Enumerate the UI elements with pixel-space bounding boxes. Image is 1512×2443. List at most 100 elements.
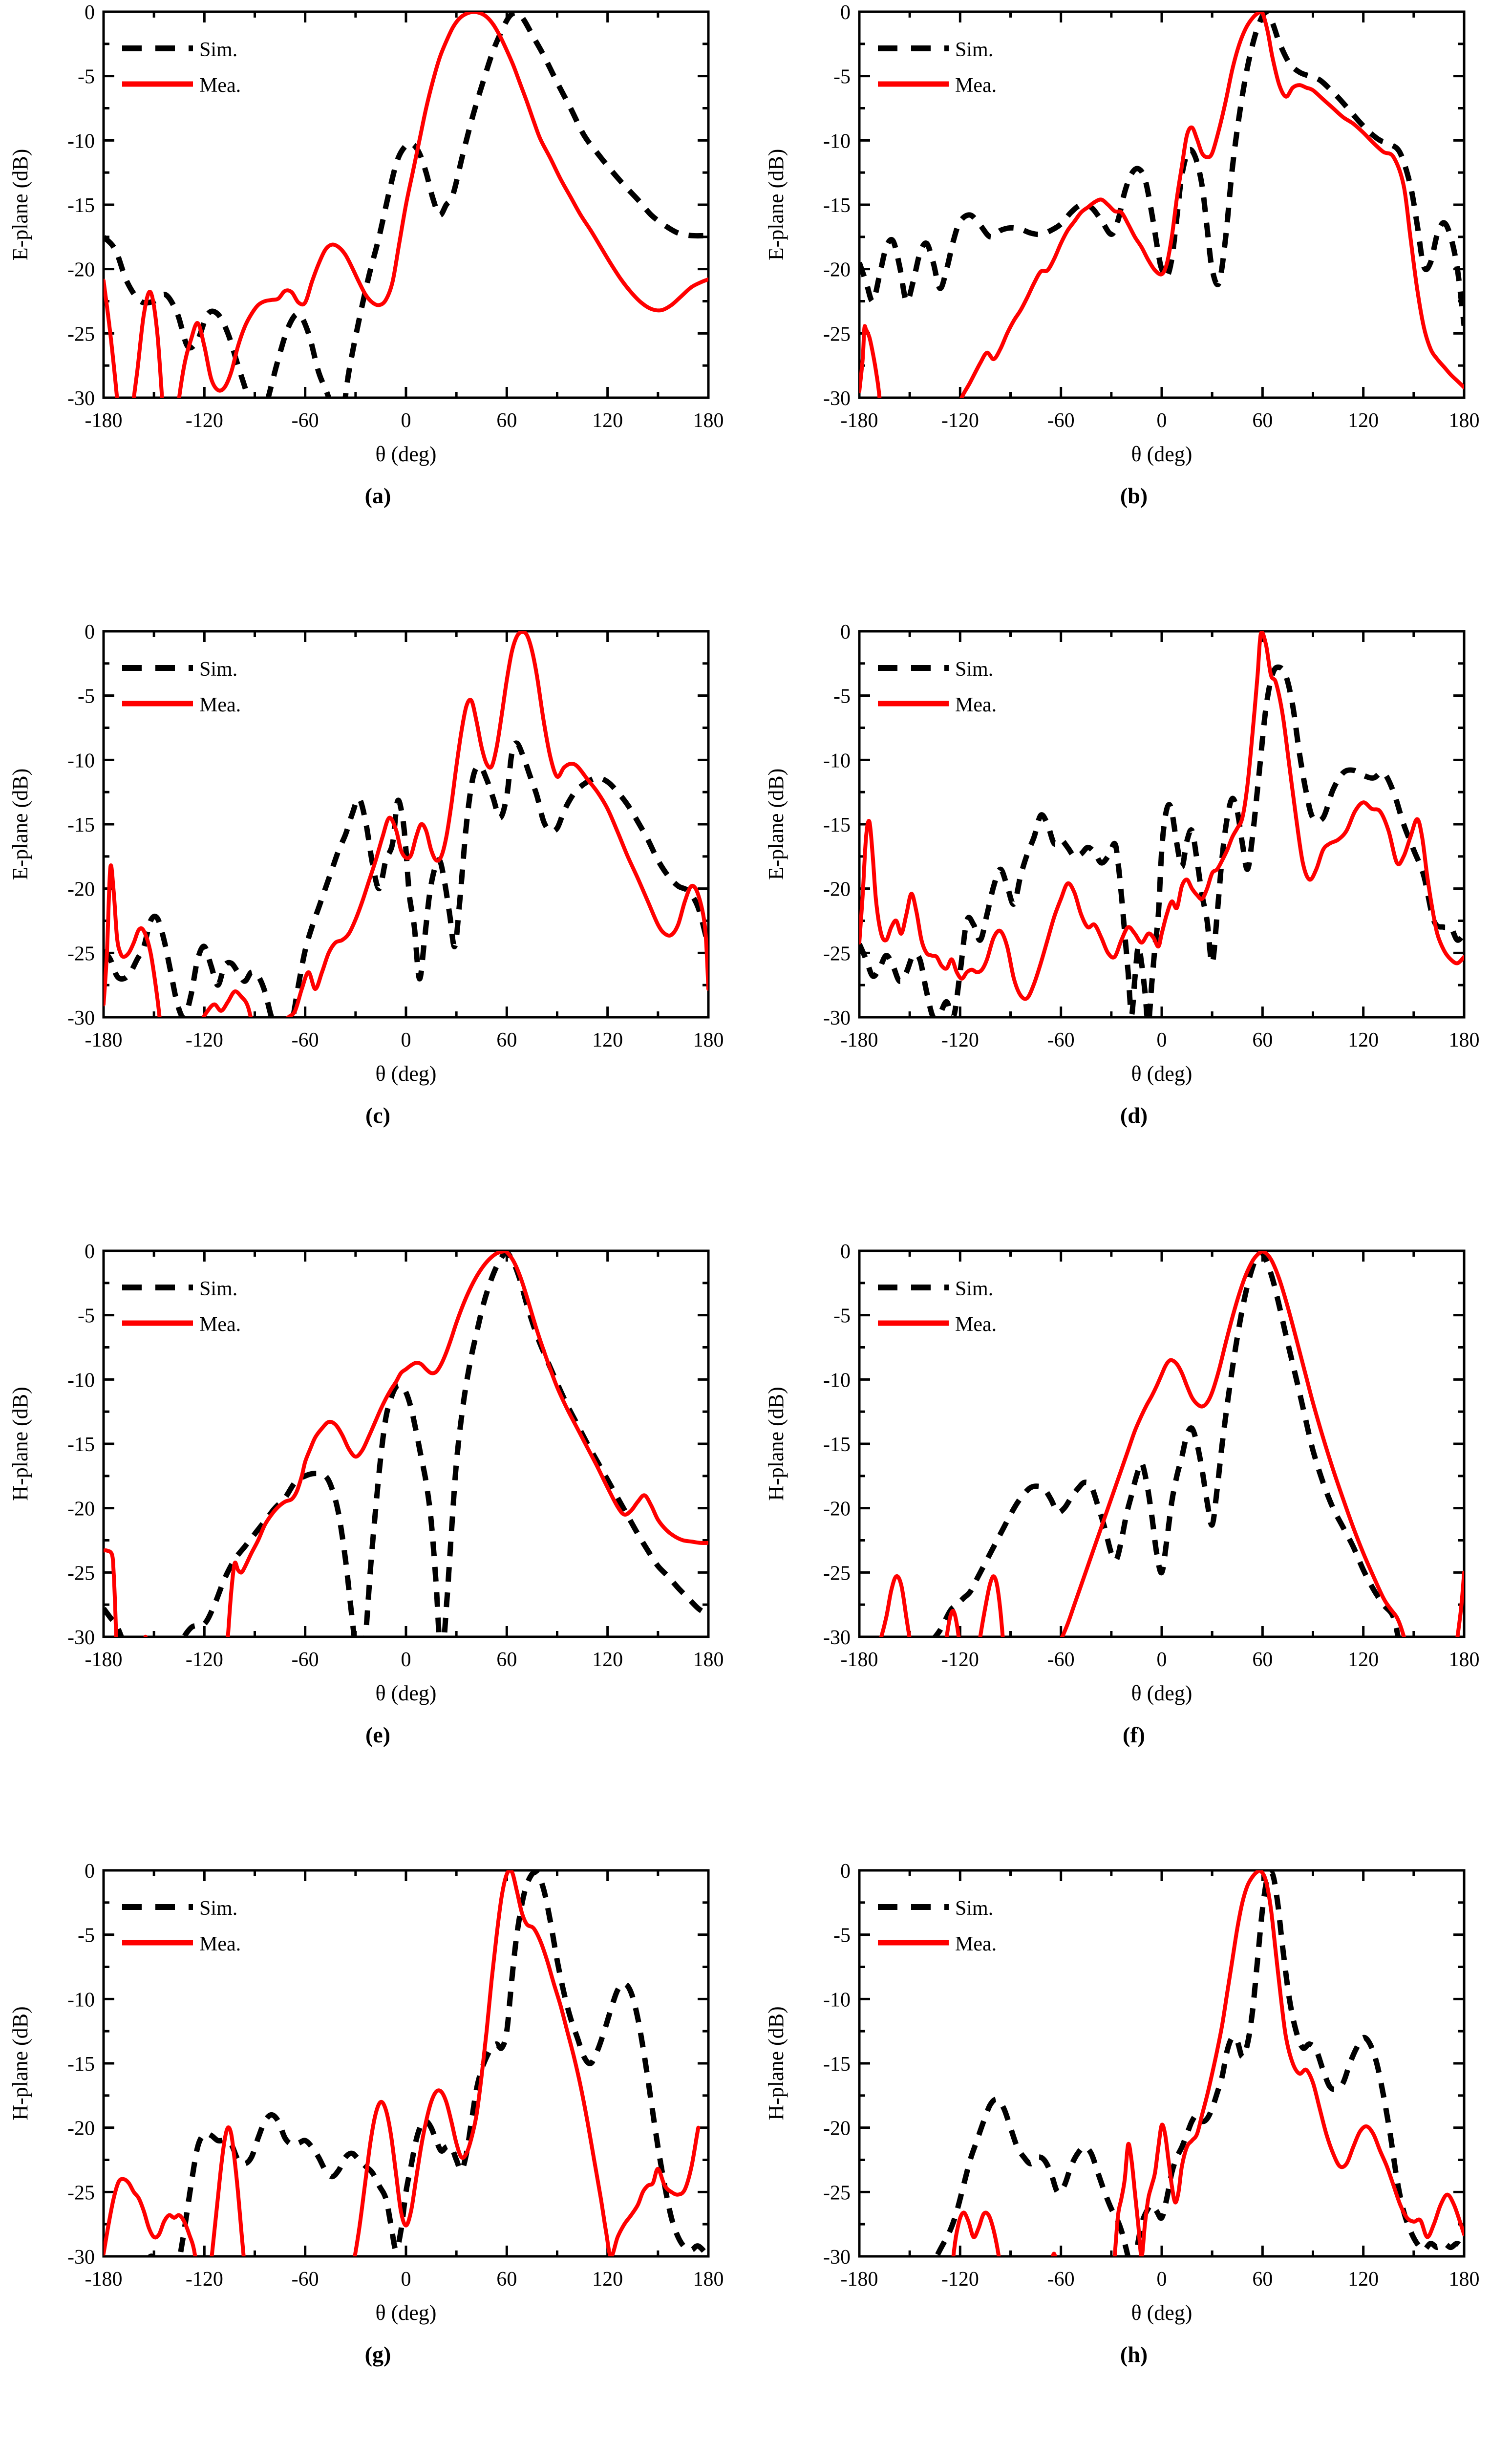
x-tick-label: -180 <box>85 1649 123 1671</box>
x-tick-label: 60 <box>496 2268 517 2291</box>
y-tick-label: -10 <box>823 750 851 772</box>
panel-body-a: -30 -25 -20 -15 -10 -5 0 -180 -120 -60 0 60 120 180 E-… <box>0 0 756 620</box>
legend: Sim. Mea. <box>122 1278 241 1336</box>
plot-frame <box>858 10 1466 399</box>
series-group <box>104 12 708 398</box>
panel-body-d: -30 -25 -20 -15 -10 -5 0 -180 -120 -60 0 60 120 180 E-… <box>756 620 1512 1239</box>
series-sim <box>859 12 1464 326</box>
series-group <box>859 631 1464 1017</box>
panel-caption-h: (h) <box>1120 2342 1148 2367</box>
legend-label-sim: Sim. <box>199 1897 237 1920</box>
legend-label-sim: Sim. <box>199 1278 237 1300</box>
y-tick-label: -5 <box>78 686 95 708</box>
x-axis-title: θ (deg) <box>376 442 437 466</box>
series-sim <box>104 12 708 398</box>
series-sim <box>147 1870 708 2256</box>
y-tick-label: -15 <box>823 2053 851 2076</box>
legend: Sim. Mea. <box>878 658 997 716</box>
plot-g: -30 -25 -20 -15 -10 -5 0 -180 -120 -60 0 60 120 180 H-… <box>8 1860 724 2325</box>
panel-e: -30 -25 -20 -15 -10 -5 0 -180 -120 -60 0 60 120 180 H-… <box>0 1239 756 1859</box>
x-tick-label: -60 <box>292 1029 319 1051</box>
plot-d: -30 -25 -20 -15 -10 -5 0 -180 -120 -60 0 60 120 180 E-… <box>764 621 1480 1086</box>
x-tick-label: -180 <box>841 1029 878 1051</box>
y-tick-label: 0 <box>85 1860 95 1883</box>
x-tick-label: 180 <box>693 1029 724 1051</box>
y-axis-title: E-plane (dB) <box>764 769 788 880</box>
y-tick-label: -25 <box>67 323 95 345</box>
y-tick-label: 0 <box>840 1241 851 1263</box>
series-mea <box>879 1251 1464 1637</box>
legend-label-sim: Sim. <box>199 658 237 681</box>
legend-label-sim: Sim. <box>955 658 993 681</box>
x-tick-label: 180 <box>1449 1029 1480 1051</box>
legend-label-mea: Mea. <box>955 1313 997 1336</box>
legend-label-sim: Sim. <box>955 1278 993 1300</box>
legend-label-mea: Mea. <box>955 694 997 716</box>
x-tick-label: 120 <box>1348 1649 1379 1671</box>
x-tick-label: -180 <box>841 409 878 432</box>
legend-label-mea: Mea. <box>955 1933 997 1955</box>
y-axis-title: E-plane (dB) <box>8 769 32 880</box>
x-tick-label: 180 <box>693 2268 724 2291</box>
x-tick-label: 120 <box>592 1029 623 1051</box>
plot-frame <box>858 1869 1466 2258</box>
series-group <box>934 1870 1464 2256</box>
panel-f: -30 -25 -20 -15 -10 -5 0 -180 -120 -60 0 60 120 180 H-… <box>756 1239 1512 1859</box>
y-tick-label: -30 <box>823 1007 851 1029</box>
panel-body-f: -30 -25 -20 -15 -10 -5 0 -180 -120 -60 0 60 120 180 H-… <box>756 1239 1512 1859</box>
legend-label-mea: Mea. <box>955 74 997 97</box>
x-axis-title: θ (deg) <box>376 1062 437 1086</box>
y-tick-label: -25 <box>823 943 851 965</box>
y-tick-label: -25 <box>67 1562 95 1585</box>
y-tick-label: 0 <box>840 1860 851 1883</box>
x-tick-label: -120 <box>186 1649 223 1671</box>
y-tick-label: -30 <box>823 2246 851 2269</box>
x-tick-label: 180 <box>693 409 724 432</box>
y-tick-label: -15 <box>67 194 95 217</box>
plot-a: -30 -25 -20 -15 -10 -5 0 -180 -120 -60 0 60 120 180 E-… <box>8 1 724 466</box>
x-tick-label: 120 <box>592 1649 623 1671</box>
x-tick-label: 60 <box>496 1029 517 1051</box>
series-mea <box>104 631 708 1017</box>
legend: Sim. Mea. <box>122 39 241 97</box>
panel-body-e: -30 -25 -20 -15 -10 -5 0 -180 -120 -60 0 60 120 180 H-… <box>0 1239 756 1859</box>
y-tick-label: -15 <box>67 2053 95 2076</box>
y-tick-label: -15 <box>823 194 851 217</box>
y-tick-label: -10 <box>67 1989 95 2011</box>
x-tick-label: 120 <box>592 2268 623 2291</box>
x-tick-label: 60 <box>1252 1029 1273 1051</box>
legend-label-sim: Sim. <box>955 1897 993 1920</box>
x-tick-label: 120 <box>1348 2268 1379 2291</box>
x-tick-label: -60 <box>1047 409 1075 432</box>
plot-frame <box>102 1869 710 2258</box>
plot-b: -30 -25 -20 -15 -10 -5 0 -180 -120 -60 0 60 120 180 E-… <box>764 1 1480 466</box>
x-tick-label: 0 <box>401 2268 411 2291</box>
y-tick-label: -10 <box>67 130 95 152</box>
legend: Sim. Mea. <box>878 1278 997 1336</box>
x-tick-label: -60 <box>1047 2268 1075 2291</box>
y-tick-label: 0 <box>85 621 95 643</box>
series-sim <box>932 1251 1401 1637</box>
y-tick-label: -25 <box>823 1562 851 1585</box>
y-tick-label: -30 <box>823 387 851 410</box>
panel-caption-e: (e) <box>365 1722 391 1747</box>
panel-c: -30 -25 -20 -15 -10 -5 0 -180 -120 -60 0 60 120 180 E-… <box>0 620 756 1239</box>
panel-d: -30 -25 -20 -15 -10 -5 0 -180 -120 -60 0 60 120 180 E-… <box>756 620 1512 1239</box>
legend: Sim. Mea. <box>878 39 997 97</box>
y-tick-label: -5 <box>78 1925 95 1947</box>
x-tick-label: -120 <box>186 2268 223 2291</box>
x-axis-title: θ (deg) <box>1131 1062 1193 1086</box>
series-group <box>104 631 708 1017</box>
legend: Sim. Mea. <box>122 1897 241 1955</box>
y-tick-label: -20 <box>67 2118 95 2140</box>
x-tick-label: 0 <box>401 409 411 432</box>
x-tick-label: -60 <box>292 2268 319 2291</box>
panel-body-g: -30 -25 -20 -15 -10 -5 0 -180 -120 -60 0 60 120 180 H-… <box>0 1859 756 2443</box>
panel-body-c: -30 -25 -20 -15 -10 -5 0 -180 -120 -60 0 60 120 180 E-… <box>0 620 756 1239</box>
series-group <box>104 1251 708 1637</box>
x-axis-title: θ (deg) <box>376 1681 437 1705</box>
x-tick-label: -180 <box>85 1029 123 1051</box>
series-mea <box>104 1870 701 2256</box>
y-tick-label: -20 <box>823 259 851 281</box>
